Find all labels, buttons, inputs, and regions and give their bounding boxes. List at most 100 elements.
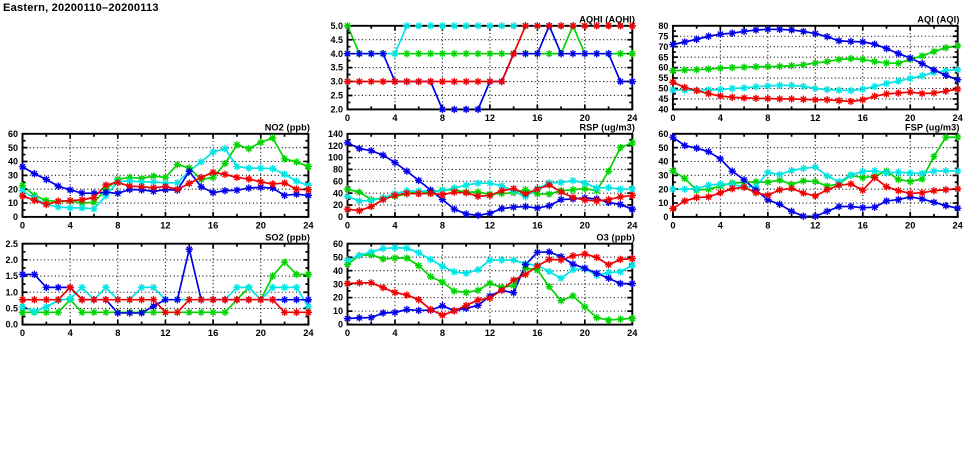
svg-text:0: 0 — [338, 212, 343, 222]
svg-text:16: 16 — [858, 220, 868, 230]
svg-text:40: 40 — [8, 157, 18, 167]
svg-text:12: 12 — [485, 328, 495, 338]
svg-text:1.5: 1.5 — [5, 271, 18, 281]
svg-text:50: 50 — [333, 252, 343, 262]
svg-text:0: 0 — [345, 328, 350, 338]
svg-text:12: 12 — [485, 113, 495, 123]
svg-text:10: 10 — [658, 198, 668, 208]
svg-text:20: 20 — [333, 200, 343, 210]
svg-text:50: 50 — [8, 143, 18, 153]
svg-text:20: 20 — [580, 113, 590, 123]
svg-text:2.0: 2.0 — [330, 105, 343, 115]
svg-text:20: 20 — [905, 220, 915, 230]
svg-text:4: 4 — [718, 113, 724, 123]
svg-text:0: 0 — [670, 113, 675, 123]
svg-text:140: 140 — [328, 129, 343, 139]
svg-text:8: 8 — [440, 113, 445, 123]
svg-text:8: 8 — [115, 328, 120, 338]
svg-text:60: 60 — [658, 129, 668, 139]
svg-text:24: 24 — [953, 113, 964, 123]
svg-text:10: 10 — [333, 306, 343, 316]
svg-text:O3 (ppb): O3 (ppb) — [596, 233, 635, 243]
svg-text:40: 40 — [658, 105, 668, 115]
svg-text:50: 50 — [658, 84, 668, 94]
svg-text:Eastern, 20200110–20200113: Eastern, 20200110–20200113 — [3, 2, 159, 14]
svg-text:12: 12 — [810, 113, 820, 123]
svg-text:24: 24 — [627, 113, 638, 123]
svg-text:30: 30 — [658, 170, 668, 180]
svg-text:2.5: 2.5 — [5, 239, 18, 249]
svg-text:24: 24 — [627, 328, 638, 338]
svg-text:0: 0 — [20, 328, 25, 338]
svg-text:40: 40 — [333, 266, 343, 276]
svg-text:24: 24 — [303, 220, 314, 230]
svg-text:24: 24 — [627, 220, 638, 230]
svg-text:0: 0 — [670, 220, 675, 230]
svg-text:0: 0 — [20, 220, 25, 230]
svg-text:24: 24 — [303, 328, 314, 338]
svg-text:65: 65 — [658, 52, 668, 62]
svg-text:30: 30 — [333, 279, 343, 289]
svg-text:60: 60 — [333, 176, 343, 186]
svg-text:100: 100 — [328, 153, 343, 163]
svg-text:8: 8 — [765, 113, 770, 123]
svg-text:16: 16 — [208, 328, 218, 338]
svg-text:4: 4 — [392, 328, 398, 338]
svg-text:70: 70 — [658, 42, 668, 52]
svg-text:AQHI (AQHI): AQHI (AQHI) — [579, 15, 635, 25]
svg-text:4: 4 — [392, 220, 398, 230]
svg-text:4: 4 — [68, 220, 74, 230]
svg-text:55: 55 — [658, 73, 668, 83]
svg-text:30: 30 — [8, 170, 18, 180]
svg-text:60: 60 — [8, 129, 18, 139]
svg-text:1.0: 1.0 — [5, 287, 18, 297]
svg-text:0.5: 0.5 — [5, 304, 18, 314]
svg-text:16: 16 — [208, 220, 218, 230]
svg-text:2.5: 2.5 — [330, 91, 343, 101]
svg-text:60: 60 — [658, 63, 668, 73]
svg-text:16: 16 — [532, 220, 542, 230]
svg-text:0.0: 0.0 — [5, 320, 18, 330]
svg-text:4: 4 — [68, 328, 74, 338]
svg-text:45: 45 — [658, 94, 668, 104]
svg-text:80: 80 — [333, 165, 343, 175]
svg-text:12: 12 — [810, 220, 820, 230]
svg-text:8: 8 — [440, 328, 445, 338]
svg-text:12: 12 — [160, 328, 170, 338]
svg-text:20: 20 — [256, 220, 266, 230]
svg-text:16: 16 — [532, 113, 542, 123]
svg-text:60: 60 — [333, 239, 343, 249]
svg-text:RSP (ug/m3): RSP (ug/m3) — [579, 123, 635, 133]
svg-text:80: 80 — [658, 21, 668, 31]
svg-text:5.0: 5.0 — [330, 21, 343, 31]
svg-text:3.0: 3.0 — [330, 77, 343, 87]
svg-text:4.5: 4.5 — [330, 35, 343, 45]
svg-text:20: 20 — [580, 220, 590, 230]
svg-text:20: 20 — [580, 328, 590, 338]
svg-text:50: 50 — [658, 143, 668, 153]
svg-text:20: 20 — [333, 293, 343, 303]
svg-text:0: 0 — [13, 212, 18, 222]
svg-text:24: 24 — [953, 220, 964, 230]
svg-text:4: 4 — [392, 113, 398, 123]
svg-text:16: 16 — [858, 113, 868, 123]
svg-text:0: 0 — [345, 113, 350, 123]
svg-text:8: 8 — [765, 220, 770, 230]
svg-text:20: 20 — [658, 184, 668, 194]
svg-text:75: 75 — [658, 31, 668, 41]
svg-text:20: 20 — [256, 328, 266, 338]
svg-text:8: 8 — [440, 220, 445, 230]
svg-text:8: 8 — [115, 220, 120, 230]
svg-text:120: 120 — [328, 141, 343, 151]
svg-text:4.0: 4.0 — [330, 49, 343, 59]
svg-text:12: 12 — [160, 220, 170, 230]
svg-text:2.0: 2.0 — [5, 255, 18, 265]
svg-text:0: 0 — [663, 212, 668, 222]
svg-text:10: 10 — [8, 198, 18, 208]
svg-text:SO2 (ppb): SO2 (ppb) — [265, 233, 310, 243]
svg-text:20: 20 — [8, 184, 18, 194]
svg-text:AQI (AQI): AQI (AQI) — [917, 15, 959, 25]
svg-text:16: 16 — [532, 328, 542, 338]
svg-text:FSP (ug/m3): FSP (ug/m3) — [905, 123, 960, 133]
svg-text:0: 0 — [338, 320, 343, 330]
